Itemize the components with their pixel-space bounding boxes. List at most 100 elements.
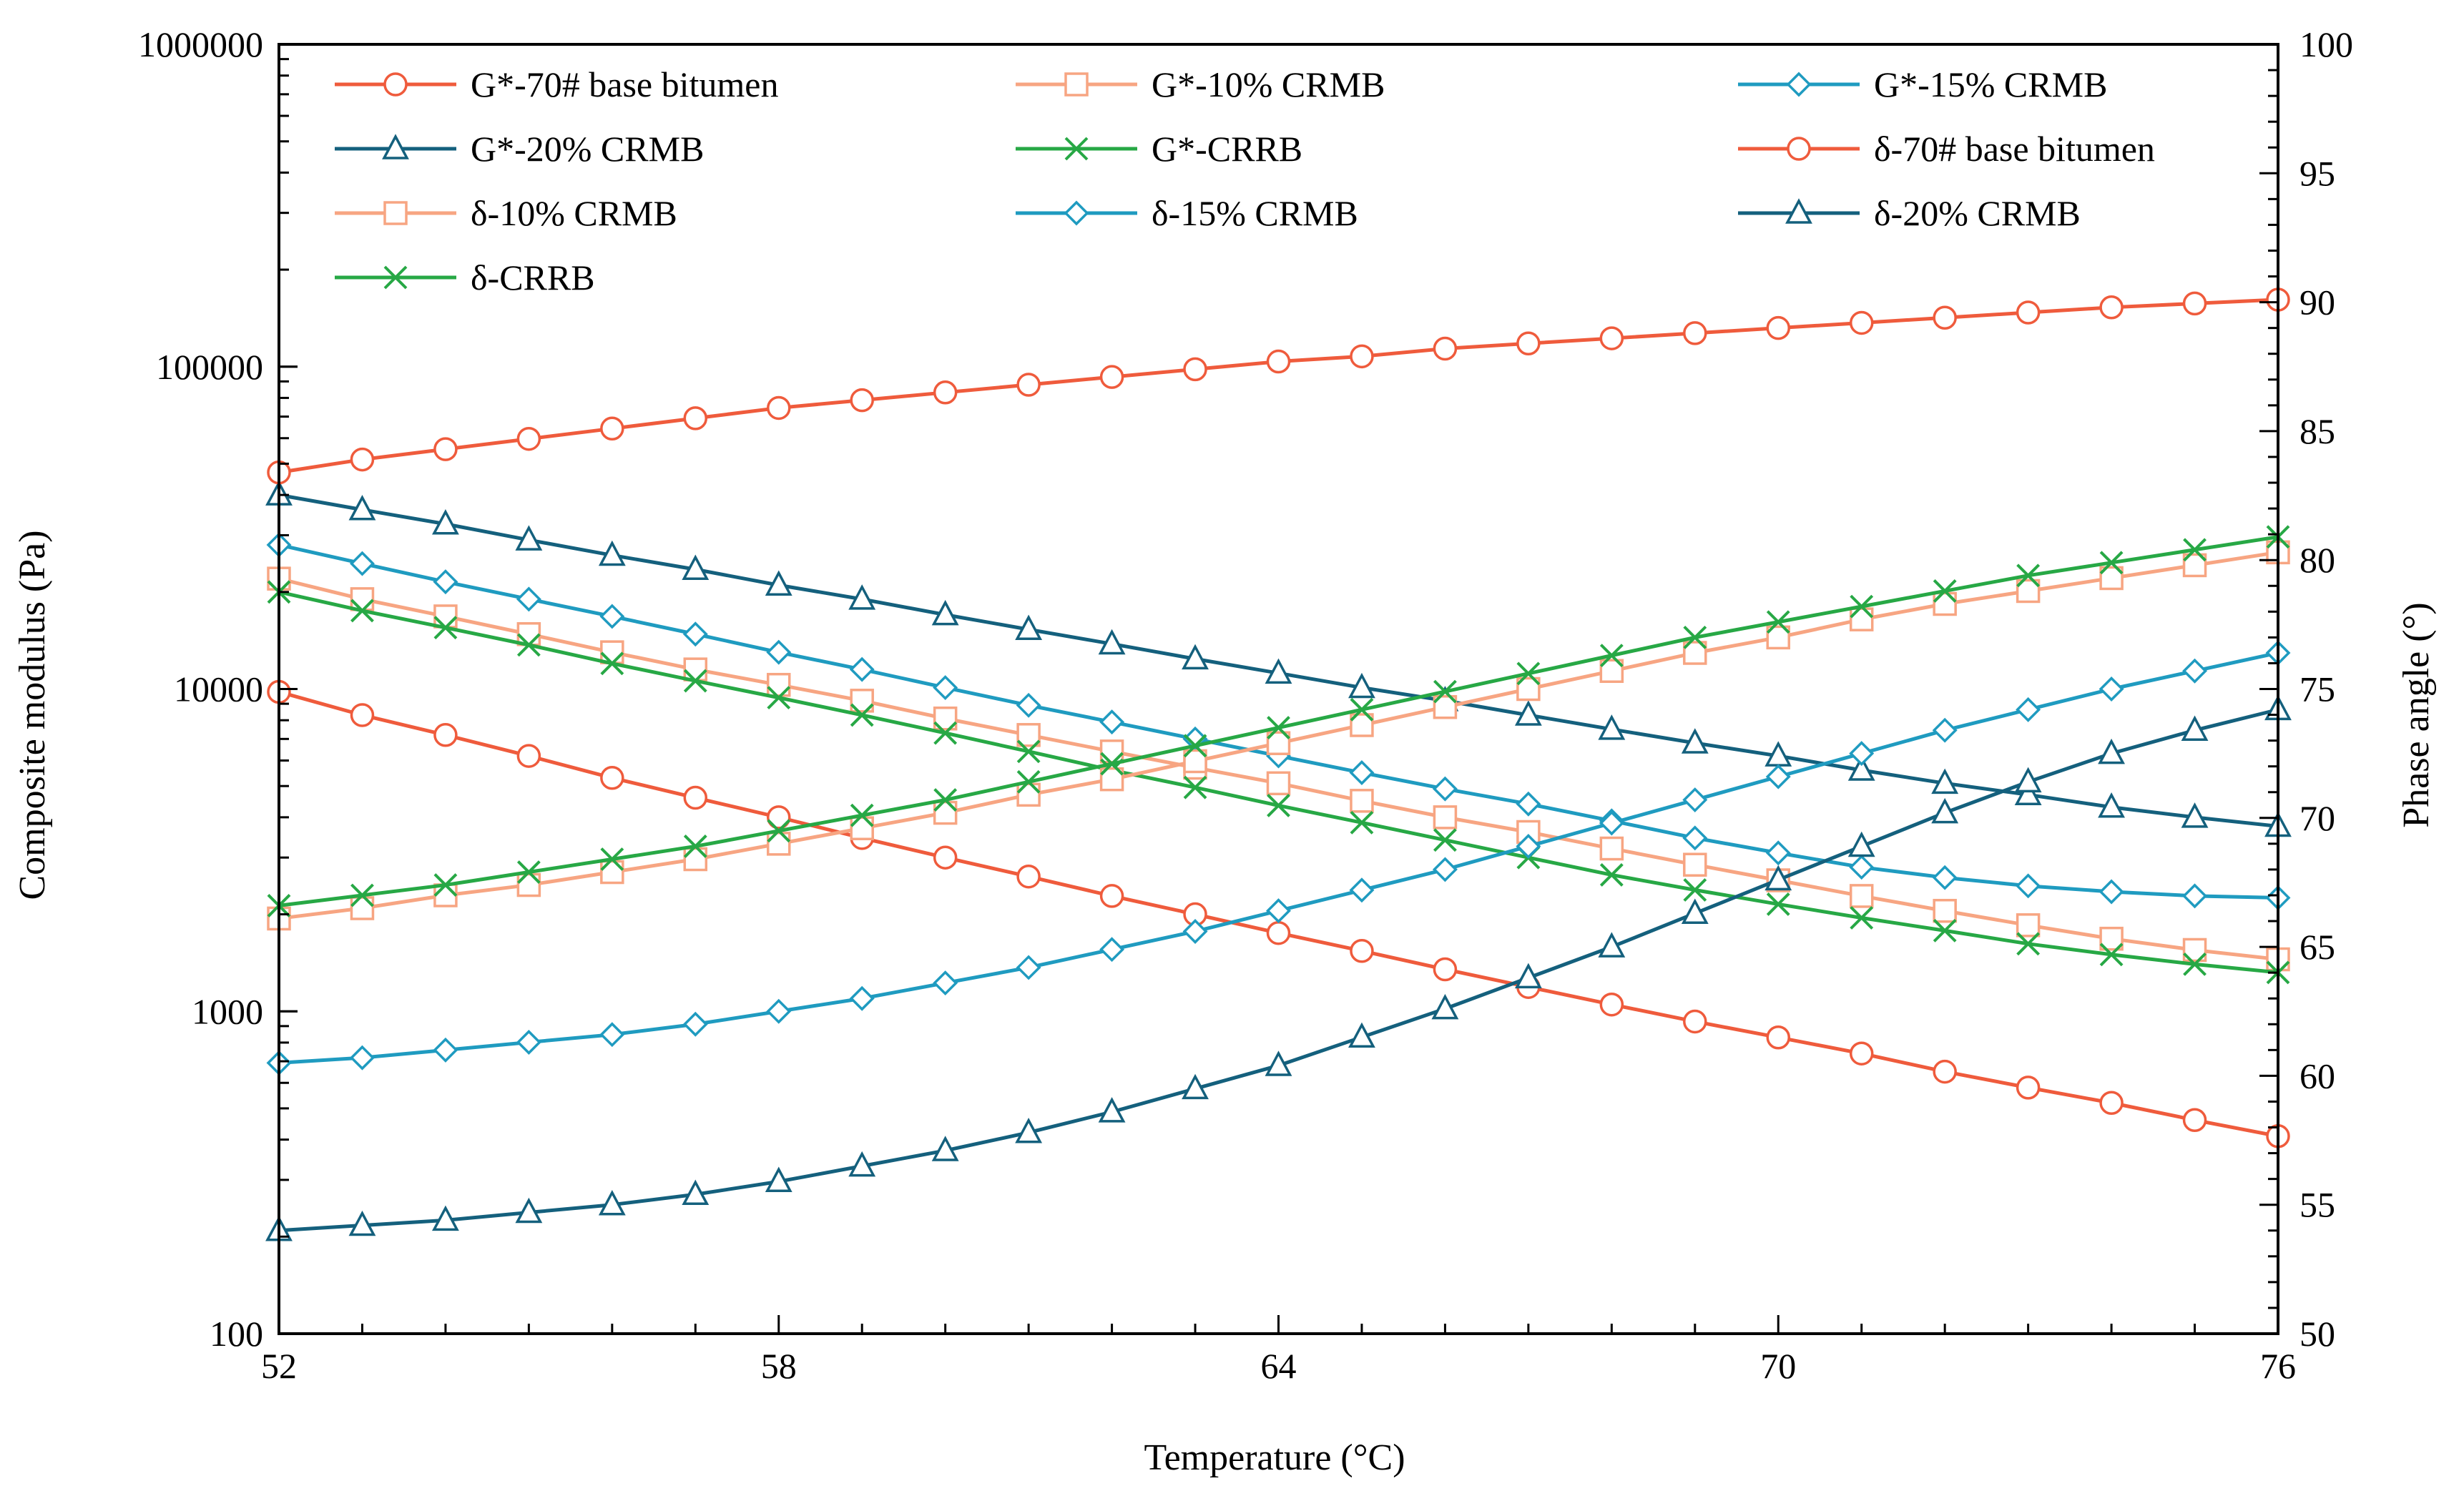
- data-point: [1599, 836, 1624, 861]
- data-point: [433, 437, 458, 461]
- data-point: [1599, 326, 1624, 350]
- y-tick-label: 100000: [156, 347, 263, 387]
- data-point: [933, 970, 958, 996]
- marker-stroke: [600, 651, 624, 676]
- marker-stroke: [933, 788, 958, 812]
- marker-stroke: [2016, 932, 2041, 956]
- data-point: [600, 847, 624, 871]
- x-tick-label: 76: [2260, 1346, 2296, 1386]
- data-point: [2016, 1076, 2041, 1100]
- marker-stroke: [933, 721, 958, 745]
- data-point: [433, 616, 458, 640]
- data-point: [433, 883, 458, 907]
- legend-entry: G*-10% CRMB: [1016, 64, 1385, 104]
- data-point: [432, 509, 459, 535]
- data-point: [2181, 715, 2209, 741]
- data-point: [767, 832, 791, 856]
- data-point: [1433, 805, 1458, 830]
- data-point: [1182, 1073, 1209, 1100]
- data-point: [682, 1179, 710, 1206]
- data-point: [1683, 852, 1707, 877]
- data-point: [2182, 658, 2208, 684]
- data-point: [1350, 344, 1374, 369]
- data-point: [349, 1045, 375, 1071]
- x-tick-label: 70: [1760, 1346, 1796, 1386]
- data-point: [1599, 810, 1624, 836]
- data-point: [1433, 679, 1457, 704]
- series-2: [266, 532, 2291, 910]
- legend-label: δ-15% CRMB: [1152, 193, 1358, 233]
- y2-tick-label: 75: [2299, 669, 2335, 709]
- data-point: [1433, 828, 1457, 852]
- series-5: [267, 287, 2290, 485]
- data-point: [765, 1166, 792, 1192]
- y-tick-label: 1000000: [138, 24, 263, 64]
- legend-label: δ-10% CRMB: [471, 193, 677, 233]
- data-point: [849, 656, 875, 682]
- y2-tick-label: 90: [2299, 282, 2335, 323]
- data-point: [1933, 898, 1957, 923]
- marker-stroke: [2183, 538, 2207, 562]
- y2-tick-label: 60: [2299, 1055, 2335, 1096]
- data-point: [1015, 1118, 1043, 1143]
- data-point: [1933, 305, 1957, 330]
- data-point: [767, 686, 791, 710]
- legend-entry: δ-70# base bitumen: [1738, 129, 2155, 169]
- data-point: [1766, 1025, 1790, 1050]
- data-point: [2099, 676, 2124, 702]
- marker-stroke: [433, 616, 458, 640]
- data-point: [1514, 700, 1542, 726]
- data-point: [2099, 551, 2124, 575]
- data-point: [350, 587, 375, 611]
- data-point: [1265, 658, 1292, 684]
- y-tick-label: 1000: [192, 991, 263, 1031]
- marker-stroke: [767, 819, 791, 843]
- data-point: [1933, 1059, 1957, 1084]
- data-point: [1350, 789, 1374, 813]
- y2-tick-label: 100: [2299, 24, 2353, 64]
- data-point: [2016, 300, 2041, 325]
- data-point: [2099, 1091, 2124, 1116]
- marker-stroke: [350, 599, 374, 623]
- data-point: [599, 1022, 625, 1048]
- data-point: [600, 766, 624, 790]
- data-point: [682, 554, 710, 580]
- data-point: [1431, 993, 1459, 1020]
- data-point: [1683, 321, 1707, 345]
- marker-stroke: [1850, 594, 1874, 619]
- data-point: [433, 723, 458, 747]
- data-point: [2016, 564, 2041, 588]
- marker-stroke: [1016, 769, 1041, 794]
- marker-stroke: [1850, 906, 1874, 930]
- marker-stroke: [1350, 810, 1374, 835]
- data-point: [1516, 331, 1541, 356]
- data-point: [515, 1197, 543, 1224]
- y-axis-title: Composite modulus (Pa): [12, 530, 53, 900]
- data-point: [1599, 644, 1624, 668]
- data-point: [1349, 760, 1375, 786]
- y2-tick-label: 55: [2299, 1185, 2335, 1225]
- marker-stroke: [1267, 716, 1290, 740]
- data-point: [1932, 717, 1958, 743]
- data-point: [1016, 723, 1041, 747]
- data-point: [600, 640, 624, 664]
- data-point: [2016, 913, 2041, 938]
- data-point: [433, 569, 458, 595]
- data-point: [2098, 792, 2125, 818]
- data-point: [931, 599, 959, 626]
- data-point: [766, 998, 792, 1024]
- data-point: [1016, 373, 1041, 397]
- marker-stroke: [767, 686, 791, 710]
- data-point: [1933, 918, 1957, 943]
- data-point: [1516, 833, 1541, 859]
- legend-label: G*-10% CRMB: [1152, 64, 1385, 104]
- legend-marker: [383, 201, 408, 225]
- data-point: [1849, 855, 1875, 880]
- data-point: [1266, 898, 1291, 924]
- plot-area: [265, 287, 2292, 1241]
- data-point: [433, 1037, 458, 1063]
- legend-entry: G*-CRRB: [1016, 129, 1302, 169]
- data-point: [1849, 607, 1874, 631]
- marker-stroke: [2016, 564, 2041, 588]
- series-8: [265, 694, 2292, 1241]
